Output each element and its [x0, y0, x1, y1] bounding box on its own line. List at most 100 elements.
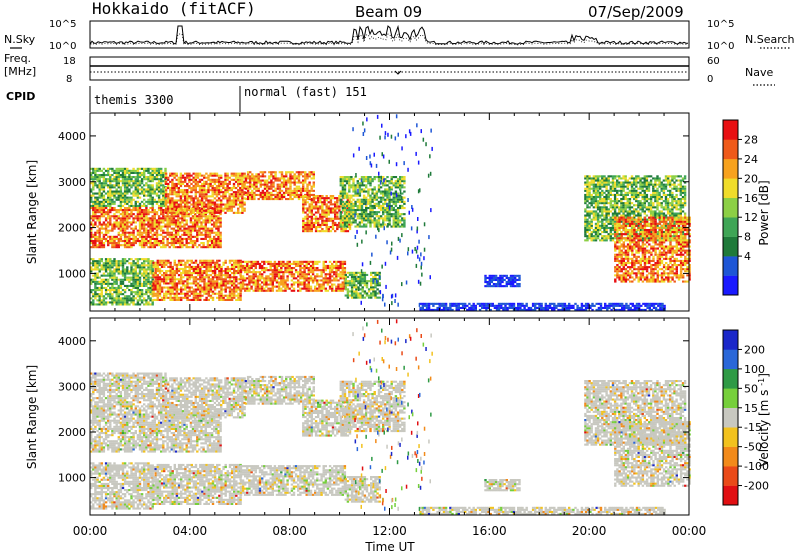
power-cell: [257, 179, 260, 182]
power-cell: [280, 262, 283, 265]
power-cell: [263, 198, 267, 201]
power-cell: [182, 284, 185, 287]
power-cell: [169, 296, 172, 299]
power-cell: [226, 182, 229, 185]
power-cell: [134, 303, 137, 306]
power-cell: [153, 225, 156, 228]
power-cell: [345, 194, 349, 197]
power-cell: [256, 287, 260, 290]
power-cell: [140, 295, 144, 298]
power-cell: [384, 182, 387, 185]
power-cell: [121, 262, 125, 265]
power-cell: [183, 237, 186, 240]
power-cell: [128, 280, 131, 283]
power-cell: [181, 193, 185, 196]
power-cell: [160, 240, 163, 243]
power-cell: [198, 225, 201, 228]
power-cell: [339, 223, 342, 226]
power-cell: [384, 192, 387, 195]
power-cell: [113, 264, 116, 267]
power-cell: [220, 280, 223, 283]
power-cell: [265, 277, 268, 280]
power-cell: [171, 265, 174, 268]
power-cell: [285, 191, 288, 194]
power-data-layer: [90, 114, 691, 311]
power-cell: [151, 227, 154, 230]
power-cell: [123, 235, 127, 238]
power-cell: [299, 171, 303, 174]
power-cell: [203, 263, 206, 266]
power-cell: [111, 207, 114, 210]
power-cell: [172, 237, 176, 240]
power-cell: [254, 273, 257, 276]
power-cell: [305, 264, 308, 267]
power-cell: [255, 189, 258, 192]
power-cell: [117, 244, 120, 247]
power-cell: [126, 295, 129, 298]
power-cell: [90, 227, 93, 230]
power-cell: [130, 204, 133, 207]
power-cell: [179, 211, 183, 214]
power-cell: [128, 299, 131, 302]
power-cell: [207, 195, 210, 198]
power-cell: [90, 204, 93, 207]
power-cell: [210, 217, 214, 220]
power-cell: [239, 172, 242, 175]
power-cell: [390, 188, 393, 191]
power-cell: [215, 189, 219, 192]
power-cell: [317, 205, 320, 208]
power-cell: [322, 287, 325, 290]
power-cell: [126, 190, 129, 193]
power-cell: [326, 281, 330, 284]
power-cell: [149, 246, 152, 249]
power-cell: [98, 299, 101, 302]
power-cell: [166, 217, 169, 220]
power-cell: [215, 195, 219, 198]
power-cell: [237, 176, 240, 179]
power-cell: [130, 297, 133, 300]
power-cell: [302, 183, 305, 186]
power-cell: [151, 169, 154, 172]
power-cell: [177, 242, 180, 245]
power-cell: [306, 217, 309, 220]
power-cell: [255, 181, 258, 184]
power-cell: [169, 282, 172, 285]
power-cell: [246, 271, 249, 274]
power-cell: [117, 198, 120, 201]
power-cell: [334, 203, 337, 206]
power-cell: [344, 205, 347, 208]
power-cell: [164, 215, 167, 218]
power-cell: [285, 189, 288, 192]
power-cell: [140, 242, 144, 245]
power-cell: [311, 279, 315, 282]
power-cell: [270, 191, 273, 194]
power-cell: [138, 167, 142, 170]
power-cell: [352, 202, 355, 205]
power-cell: [145, 272, 148, 275]
power-cell: [171, 290, 174, 293]
power-cell: [153, 198, 156, 201]
power-cell: [107, 289, 110, 292]
power-cell: [297, 171, 301, 174]
power-cell: [192, 294, 196, 297]
power-cell: [177, 180, 180, 183]
power-cell: [235, 284, 238, 287]
power-cell: [371, 188, 374, 191]
power-cell: [208, 231, 212, 234]
power-cell: [92, 301, 95, 304]
power-cell: [199, 278, 202, 281]
power-cell: [119, 235, 123, 238]
power-cell: [216, 280, 219, 283]
power-cell: [160, 263, 164, 266]
power-cell: [145, 268, 148, 271]
power-cell: [341, 207, 345, 210]
power-cell: [188, 178, 191, 181]
power-cell: [132, 264, 135, 267]
power-cell: [388, 192, 391, 195]
power-cell: [341, 219, 345, 222]
power-cell: [192, 261, 196, 264]
power-cell: [192, 288, 196, 291]
power-cell: [102, 198, 106, 201]
power-cell: [152, 292, 155, 295]
power-cell: [202, 215, 205, 218]
